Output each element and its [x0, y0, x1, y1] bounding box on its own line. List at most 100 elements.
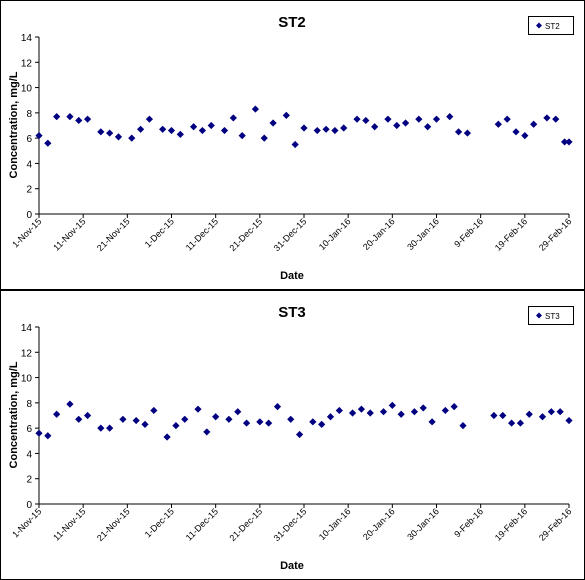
y-tick-label: 4: [26, 159, 32, 170]
legend-label: ST2: [545, 22, 560, 31]
chart-panel-st3: ST3 0 2 4 6 8 10 12 14 1-Nov-15 11-Nov-15 21-Nov-15…: [0, 290, 585, 580]
legend-label: ST3: [545, 312, 560, 321]
data-point: [198, 126, 207, 135]
y-tick-label: 14: [21, 33, 33, 44]
data-point: [543, 114, 551, 122]
data-point: [340, 124, 348, 132]
data-point: [565, 138, 573, 146]
chart-title: ST3: [278, 304, 306, 321]
y-tick-label: 8: [26, 399, 32, 410]
data-point: [44, 432, 52, 440]
data-point: [167, 126, 176, 135]
data-point: [291, 140, 299, 149]
data-point: [331, 126, 339, 135]
data-point: [300, 124, 308, 132]
data-point: [313, 126, 321, 135]
y-axis-label: Concentration, mg/L: [8, 71, 20, 178]
data-point: [159, 125, 167, 133]
data-point: [207, 121, 215, 130]
data-point: [499, 411, 507, 420]
x-axis-label: Date: [280, 270, 304, 282]
y-tick-label: 8: [26, 109, 32, 120]
y-tick-label: 2: [26, 185, 32, 196]
data-point: [212, 413, 220, 421]
data-point: [552, 115, 560, 123]
data-point: [181, 415, 189, 423]
data-point: [189, 123, 198, 131]
data-point: [521, 132, 529, 140]
data-point: [163, 433, 171, 441]
data-point: [322, 125, 330, 133]
y-tick-label: 12: [21, 58, 33, 69]
data-point: [220, 126, 229, 135]
data-point: [119, 415, 127, 423]
chart-frame: [0, 290, 585, 580]
data-point: [538, 413, 547, 421]
data-point: [53, 410, 61, 418]
legend-marker: [536, 22, 542, 29]
chart-panel-st2: ST2 0 2 4 6 8 10 12 14 1-Nov-15 11-Nov-15 21-Nov-15…: [0, 0, 585, 290]
y-tick-label: 10: [21, 374, 33, 385]
data-point: [53, 113, 61, 121]
data-point: [35, 132, 43, 140]
data-point: [530, 120, 538, 128]
data-point: [393, 121, 401, 130]
y-tick-label: 6: [26, 134, 32, 145]
data-point: [145, 115, 154, 123]
data-point: [371, 123, 379, 131]
data-point: [44, 139, 52, 147]
data-point: [106, 129, 114, 137]
y-tick-label: 0: [26, 500, 32, 511]
data-point: [432, 115, 441, 123]
y-axis-label: Concentration, mg/L: [8, 361, 20, 468]
data-point: [424, 123, 432, 131]
chart-title: ST2: [278, 14, 306, 31]
legend: ST3: [528, 306, 574, 325]
data-point: [128, 134, 136, 142]
y-tick-label: 6: [26, 424, 32, 435]
data-point: [503, 115, 511, 123]
data-point: [83, 115, 92, 123]
data-point: [176, 130, 184, 138]
data-point: [203, 428, 211, 436]
data-point: [35, 429, 43, 437]
data-point: [446, 113, 454, 121]
legend-box: [528, 16, 574, 35]
data-point: [75, 116, 83, 125]
data-point: [269, 119, 277, 127]
y-tick-label: 12: [21, 348, 33, 359]
data-point: [282, 111, 290, 119]
data-point: [507, 419, 516, 427]
data-point: [494, 120, 502, 128]
data-point: [560, 138, 569, 146]
data-point: [397, 410, 405, 418]
data-point: [490, 411, 498, 420]
y-tick-label: 2: [26, 475, 32, 486]
y-tick-label: 10: [21, 84, 33, 95]
data-point: [401, 119, 410, 127]
data-point: [260, 134, 268, 142]
data-point: [348, 409, 357, 417]
data-point: [97, 128, 105, 136]
data-point: [454, 128, 463, 136]
x-axis-label: Date: [280, 560, 304, 572]
data-point: [229, 114, 237, 122]
data-point: [366, 409, 374, 417]
data-point: [362, 116, 370, 125]
data-point: [66, 113, 74, 121]
data-point: [287, 415, 295, 423]
data-point: [114, 133, 123, 141]
data-point: [379, 408, 388, 416]
data-point: [83, 411, 92, 420]
data-point: [295, 430, 304, 439]
data-point: [415, 115, 423, 123]
data-point: [353, 115, 361, 123]
data-point: [326, 413, 335, 421]
data-point: [384, 115, 392, 123]
legend-marker: [536, 312, 542, 319]
data-point: [463, 129, 472, 137]
y-tick-label: 4: [26, 449, 32, 460]
data-point: [525, 410, 533, 418]
